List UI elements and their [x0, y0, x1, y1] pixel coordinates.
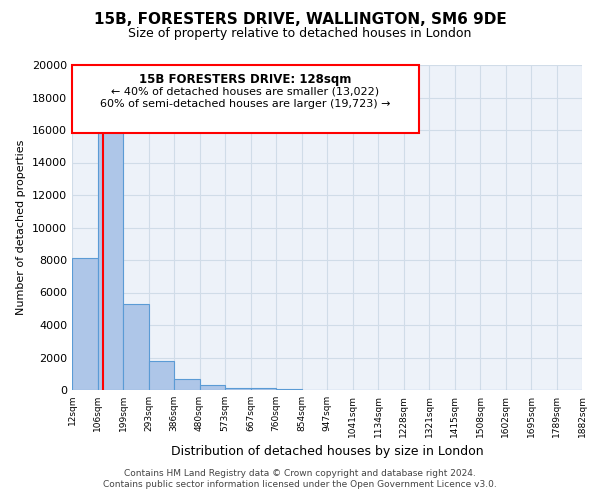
X-axis label: Distribution of detached houses by size in London: Distribution of detached houses by size … — [170, 446, 484, 458]
Text: 15B, FORESTERS DRIVE, WALLINGTON, SM6 9DE: 15B, FORESTERS DRIVE, WALLINGTON, SM6 9D… — [94, 12, 506, 28]
Text: 15B FORESTERS DRIVE: 128sqm: 15B FORESTERS DRIVE: 128sqm — [139, 73, 352, 86]
Text: Contains HM Land Registry data © Crown copyright and database right 2024.: Contains HM Land Registry data © Crown c… — [124, 468, 476, 477]
Bar — [276, 389, 302, 390]
FancyBboxPatch shape — [72, 65, 419, 133]
Bar — [225, 388, 251, 390]
Y-axis label: Number of detached properties: Number of detached properties — [16, 140, 26, 315]
Bar — [251, 388, 276, 390]
Bar — [199, 385, 225, 390]
Text: ← 40% of detached houses are smaller (13,022): ← 40% of detached houses are smaller (13… — [112, 86, 379, 96]
Text: 60% of semi-detached houses are larger (19,723) →: 60% of semi-detached houses are larger (… — [100, 99, 391, 109]
Text: Size of property relative to detached houses in London: Size of property relative to detached ho… — [128, 28, 472, 40]
Bar — [174, 378, 199, 390]
Text: Contains public sector information licensed under the Open Government Licence v3: Contains public sector information licen… — [103, 480, 497, 489]
Bar — [72, 258, 97, 390]
Bar — [123, 304, 149, 390]
Bar — [97, 122, 123, 390]
Bar — [149, 361, 174, 390]
